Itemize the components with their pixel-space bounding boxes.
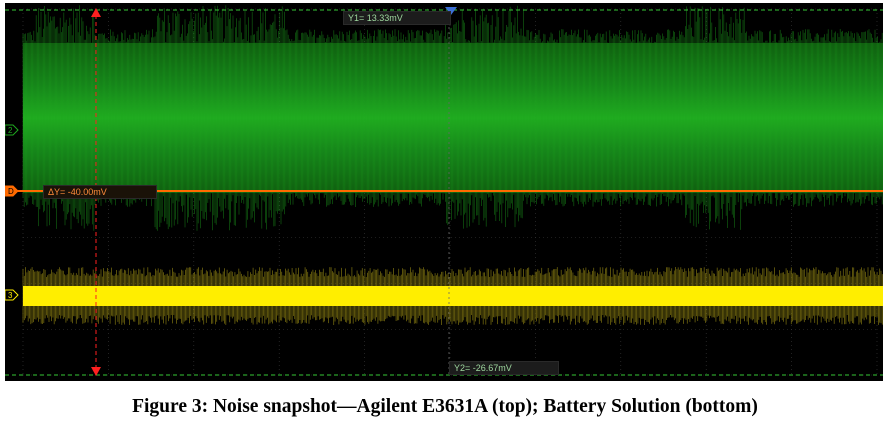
trace-battery-bottom bbox=[22, 267, 883, 325]
cursor-arrow-down bbox=[91, 367, 101, 376]
channel-marker-label: 2 bbox=[8, 126, 13, 135]
top-noise-spikes bbox=[22, 5, 883, 231]
channel-marker: 3 bbox=[5, 289, 19, 301]
channel-marker-label: 3 bbox=[8, 291, 13, 300]
cursor-y1-label: Y1= 13.33mV bbox=[343, 11, 451, 25]
trigger-marker bbox=[445, 7, 457, 15]
oscilloscope-plot: 2 D 3 bbox=[5, 3, 883, 381]
cursor-delta-label: ΔY= -40.00mV bbox=[43, 185, 157, 199]
channel-marker-shape bbox=[5, 124, 19, 136]
channel-marker: 2 bbox=[5, 124, 19, 136]
cursor-y2-label: Y2= -26.67mV bbox=[449, 361, 559, 375]
trace-agilent-top bbox=[22, 5, 883, 231]
channel-marker: D bbox=[5, 185, 19, 197]
oscilloscope-screen: 2 D 3 Y1= 13.33mV Y2= -26.67mV ΔY= -40.00m… bbox=[5, 3, 883, 381]
channel-marker-shape bbox=[5, 289, 19, 301]
bottom-noise-core bbox=[23, 286, 883, 306]
channel-marker-shape bbox=[5, 185, 19, 197]
cursor-arrow-up bbox=[91, 8, 101, 17]
channel-marker-label: D bbox=[8, 187, 14, 196]
figure-caption: Figure 3: Noise snapshot—Agilent E3631A … bbox=[132, 396, 758, 417]
